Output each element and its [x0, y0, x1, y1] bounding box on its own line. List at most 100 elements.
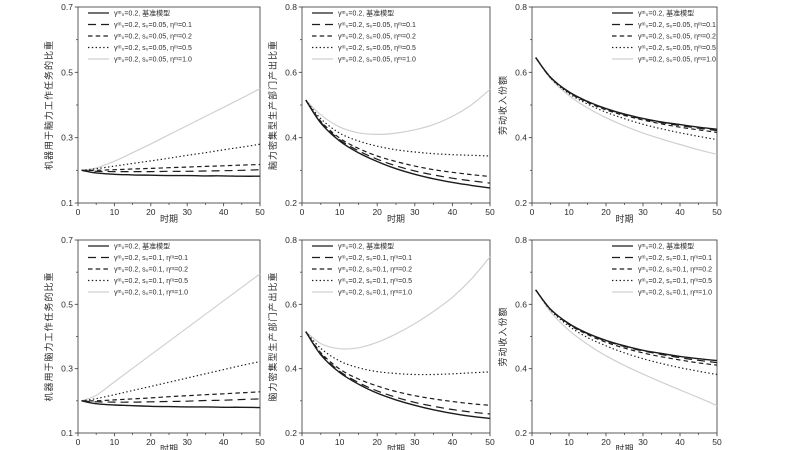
curve-series-3: [535, 289, 718, 376]
legend: γᵐ₀=0.2, 基准模型 γᵐ₀=0.2, s₀=0.05, ηᵐ=0.1 γᵐ₀…: [88, 9, 192, 64]
y-tick-label: 0.5: [61, 299, 73, 309]
y-tick-label: 0.2: [285, 198, 297, 208]
x-tick-label: 40: [675, 437, 685, 447]
x-tick-label: 40: [675, 207, 685, 217]
x-tick-label: 0: [530, 437, 535, 447]
curve-baseline: [81, 400, 261, 409]
legend-label: γᵐ₀=0.2, 基准模型: [338, 9, 394, 18]
x-tick-label: 20: [601, 207, 611, 217]
curve-series-1: [305, 331, 491, 415]
y-tick-label: 0.7: [61, 235, 73, 245]
y-tick-label: 0.6: [285, 299, 297, 309]
y-tick-label: 0.8: [515, 235, 527, 245]
curve-series-4: [81, 88, 261, 171]
y-axis-label: 劳动收入份额: [497, 306, 508, 366]
legend-label: γᵐ₀=0.2, s₀=0.05, ηᵐ=1.0: [114, 57, 192, 64]
legend-label: γᵐ₀=0.2, 基准模型: [338, 242, 394, 251]
x-tick-label: 0: [530, 207, 535, 217]
legend-label: γᵐ₀=0.2, s₀=0.05, ηᵐ=0.5: [638, 45, 716, 52]
x-tick-label: 0: [76, 207, 81, 217]
x-axis-label: 时期: [615, 213, 633, 224]
y-tick-label: 0.4: [515, 133, 527, 143]
x-tick-label: 50: [712, 207, 722, 217]
legend-label: γᵐ₀=0.2, s₀=0.05, ηᵐ=0.5: [338, 45, 416, 52]
x-axis-label: 时期: [387, 443, 405, 450]
y-tick-label: 0.3: [61, 133, 73, 143]
curve-series-4: [535, 57, 718, 155]
x-tick-label: 50: [255, 437, 265, 447]
legend-label: γᵐ₀=0.2, s₀=0.05, ηᵐ=1.0: [638, 57, 716, 64]
legend-label: γᵐ₀=0.2, s₀=0.1, ηᵐ=0.5: [638, 278, 712, 285]
x-tick-label: 50: [485, 437, 495, 447]
x-tick-label: 50: [485, 207, 495, 217]
y-tick-label: 0.7: [61, 2, 73, 12]
legend-label: γᵐ₀=0.2, 基准模型: [638, 242, 694, 251]
curve-series-3: [81, 143, 261, 171]
y-axis-label: 劳动收入份额: [497, 75, 508, 135]
legend-label: γᵐ₀=0.2, s₀=0.1, ηᵐ=0.2: [638, 267, 712, 274]
legend-label: γᵐ₀=0.2, s₀=0.05, ηᵐ=0.2: [338, 34, 416, 41]
curve-series-1: [81, 169, 261, 173]
y-tick-label: 0.1: [61, 428, 73, 438]
legend-label: γᵐ₀=0.2, s₀=0.05, ηᵐ=0.1: [638, 22, 716, 29]
x-tick-label: 0: [300, 207, 305, 217]
curve-baseline: [305, 331, 491, 420]
legend-label: γᵐ₀=0.2, s₀=0.05, ηᵐ=0.1: [338, 22, 416, 29]
y-tick-label: 0.2: [285, 428, 297, 438]
curve-series-4: [535, 289, 718, 407]
curve-series-1: [305, 99, 491, 184]
x-tick-label: 20: [601, 437, 611, 447]
curve-series-4: [81, 273, 261, 402]
x-tick-label: 10: [564, 437, 574, 447]
y-tick-label: 0.8: [285, 235, 297, 245]
legend-label: γᵐ₀=0.2, s₀=0.05, ηᵐ=0.1: [114, 22, 192, 29]
y-tick-label: 0.6: [515, 67, 527, 77]
x-tick-label: 20: [146, 207, 156, 217]
y-tick-label: 0.4: [285, 364, 297, 374]
y-axis-label: 机器用于脑力工作任务的比重: [43, 40, 54, 170]
legend: γᵐ₀=0.2, 基准模型 γᵐ₀=0.2, s₀=0.1, ηᵐ=0.1 γᵐ₀=…: [312, 242, 412, 297]
x-tick-label: 30: [182, 437, 192, 447]
x-axis-label: 时期: [387, 213, 405, 224]
y-axis-label: 脑力密集型生产部门产出比重: [267, 271, 278, 401]
x-tick-label: 30: [182, 207, 192, 217]
curve-series-4: [305, 256, 491, 350]
curve-series-2: [305, 99, 491, 178]
x-tick-label: 40: [219, 437, 229, 447]
x-tick-label: 30: [410, 207, 420, 217]
legend-label: γᵐ₀=0.2, s₀=0.1, ηᵐ=1.0: [638, 290, 712, 297]
curve-series-4: [305, 88, 491, 136]
y-tick-label: 0.4: [285, 133, 297, 143]
curve-baseline: [81, 169, 261, 177]
x-tick-label: 10: [110, 437, 120, 447]
legend-label: γᵐ₀=0.2, 基准模型: [114, 242, 170, 251]
x-tick-label: 10: [110, 207, 120, 217]
legend-label: γᵐ₀=0.2, s₀=0.05, ηᵐ=0.2: [638, 34, 716, 41]
legend-label: γᵐ₀=0.2, s₀=0.05, ηᵐ=0.2: [114, 34, 192, 41]
legend-label: γᵐ₀=0.2, s₀=0.05, ηᵐ=1.0: [338, 57, 416, 64]
legend-label: γᵐ₀=0.2, s₀=0.1, ηᵐ=1.0: [338, 290, 412, 297]
x-tick-label: 0: [300, 437, 305, 447]
x-tick-label: 10: [564, 207, 574, 217]
y-tick-label: 0.3: [61, 364, 73, 374]
legend-label: γᵐ₀=0.2, s₀=0.1, ηᵐ=0.2: [114, 267, 188, 274]
x-tick-label: 30: [638, 207, 648, 217]
legend-label: γᵐ₀=0.2, s₀=0.1, ηᵐ=0.1: [338, 255, 412, 262]
y-axis-label: 脑力密集型生产部门产出比重: [267, 40, 278, 170]
legend: γᵐ₀=0.2, 基准模型 γᵐ₀=0.2, s₀=0.05, ηᵐ=0.1 γᵐ₀…: [312, 9, 416, 64]
y-tick-label: 0.8: [285, 2, 297, 12]
curve-series-2: [81, 391, 261, 402]
y-axis-label: 机器用于脑力工作任务的比重: [43, 271, 54, 401]
y-tick-label: 0.6: [515, 299, 527, 309]
x-tick-label: 40: [448, 207, 458, 217]
y-tick-label: 0.4: [515, 364, 527, 374]
x-tick-label: 10: [335, 437, 345, 447]
x-tick-label: 50: [255, 207, 265, 217]
legend-label: γᵐ₀=0.2, s₀=0.1, ηᵐ=0.5: [114, 278, 188, 285]
curve-series-1: [535, 289, 718, 364]
